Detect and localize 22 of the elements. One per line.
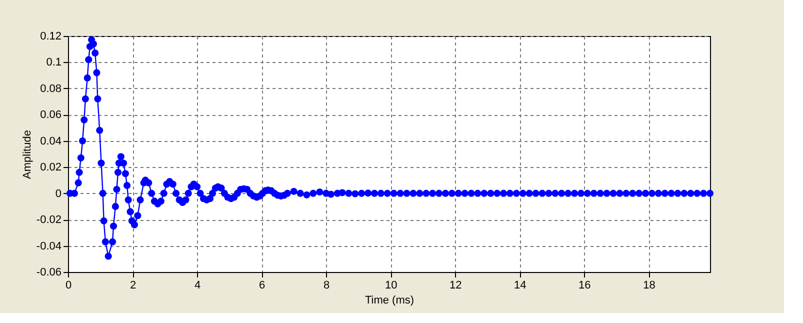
y-tick-label: -0.02 <box>36 214 62 226</box>
y-tick-label: -0.06 <box>36 266 62 278</box>
y-tick-label: -0.04 <box>36 240 62 252</box>
x-tick-label: 4 <box>194 280 201 292</box>
y-tick-label: 0.1 <box>46 56 62 69</box>
y-axis-title: Amplitude <box>21 130 34 179</box>
y-tick-label: 0.12 <box>40 30 62 42</box>
y-tick-label: 0 <box>55 188 62 200</box>
x-tick-label: 18 <box>643 280 656 292</box>
y-tick-label: 0.04 <box>40 135 62 148</box>
y-tick-label: 0.02 <box>40 162 62 174</box>
x-tick-label: 6 <box>259 280 266 292</box>
x-tick-label: 14 <box>514 280 526 292</box>
y-tick-label: 0.08 <box>40 82 62 95</box>
x-tick-label: 16 <box>578 280 591 292</box>
x-tick-label: 2 <box>130 280 136 292</box>
x-tick-label: 12 <box>450 280 462 292</box>
x-axis-title: Time (ms) <box>364 294 414 306</box>
x-tick-label: 8 <box>324 280 330 292</box>
x-tick-label: 0 <box>65 280 72 292</box>
y-tick-label: 0.06 <box>40 109 62 122</box>
x-tick-label: 10 <box>384 280 398 292</box>
